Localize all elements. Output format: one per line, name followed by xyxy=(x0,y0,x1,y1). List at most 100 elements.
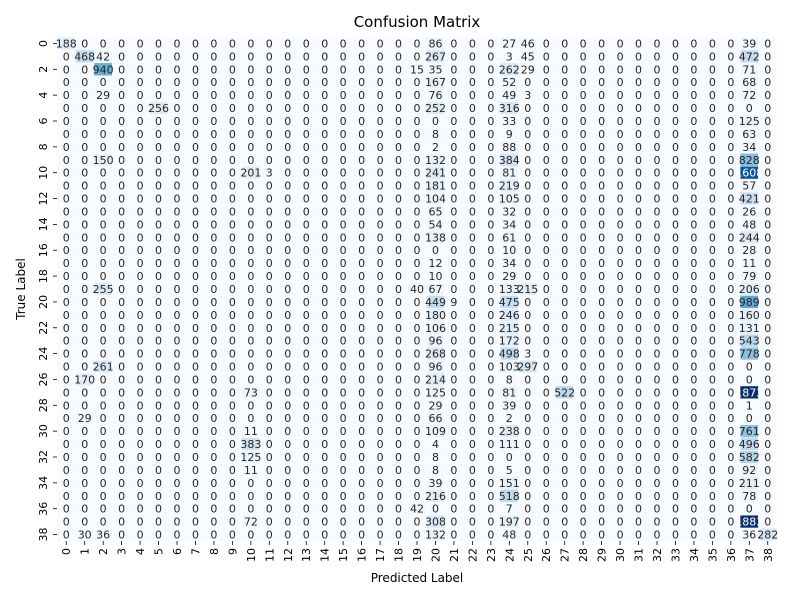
x-tick-label: 1 xyxy=(79,548,92,555)
heatmap-cell-label: 28 xyxy=(742,244,756,257)
heatmap-cell-label: 34 xyxy=(502,218,516,231)
heatmap-cell-label: 282 xyxy=(757,529,778,542)
heatmap-cell-label: 0 xyxy=(210,76,217,89)
heatmap-cell-label: 0 xyxy=(690,477,697,490)
heatmap-cell-label: 0 xyxy=(210,115,217,128)
heatmap-cell-label: 0 xyxy=(672,76,679,89)
heatmap-cell-label: 0 xyxy=(469,361,476,374)
heatmap-cell-label: 0 xyxy=(764,180,771,193)
heatmap-cell-label: 0 xyxy=(174,373,181,386)
heatmap-cell-label: 0 xyxy=(155,373,162,386)
heatmap-cell-label: 0 xyxy=(690,529,697,542)
heatmap-cell-label: 0 xyxy=(192,309,199,322)
heatmap-cell-label: 0 xyxy=(247,180,254,193)
heatmap-cell-label: 0 xyxy=(118,348,125,361)
heatmap-cell-label: 0 xyxy=(487,438,494,451)
heatmap-cell-label: 96 xyxy=(428,335,442,348)
heatmap-cell-label: 0 xyxy=(340,373,347,386)
heatmap-cell-label: 0 xyxy=(247,128,254,141)
heatmap-cell-label: 0 xyxy=(377,141,384,154)
heatmap-cell-label: 188 xyxy=(56,37,77,50)
heatmap-cell-label: 0 xyxy=(63,115,70,128)
heatmap-cell-label: 0 xyxy=(340,399,347,412)
heatmap-cell-label: 0 xyxy=(284,451,291,464)
heatmap-cell-label: 0 xyxy=(580,490,587,503)
heatmap-cell-label: 0 xyxy=(284,477,291,490)
heatmap-cell-label: 0 xyxy=(727,102,734,115)
heatmap-cell-label: 0 xyxy=(155,348,162,361)
heatmap-cell-label: 0 xyxy=(414,361,421,374)
heatmap-cell-label: 0 xyxy=(174,141,181,154)
heatmap-cell-label: 0 xyxy=(192,141,199,154)
heatmap-cell-label: 0 xyxy=(100,386,107,399)
heatmap-cell-label: 0 xyxy=(561,529,568,542)
x-tick-label: 2 xyxy=(97,548,110,555)
heatmap-cell-label: 0 xyxy=(321,218,328,231)
x-tick-label: 3 xyxy=(116,548,129,555)
heatmap-cell-label: 0 xyxy=(654,89,661,102)
heatmap-cell-label: 0 xyxy=(284,516,291,529)
x-axis-label: Predicted Label xyxy=(371,571,464,585)
heatmap-cell-label: 0 xyxy=(598,283,605,296)
heatmap-cell-label: 0 xyxy=(118,477,125,490)
heatmap-cell-label: 0 xyxy=(543,37,550,50)
heatmap-cell-label: 0 xyxy=(487,335,494,348)
heatmap-cell-label: 0 xyxy=(635,115,642,128)
heatmap-cell-label: 0 xyxy=(377,205,384,218)
heatmap-cell-label: 0 xyxy=(395,128,402,141)
heatmap-cell-label: 0 xyxy=(690,490,697,503)
heatmap-cell-label: 0 xyxy=(81,76,88,89)
heatmap-cell-label: 79 xyxy=(742,270,756,283)
heatmap-cell-label: 0 xyxy=(321,154,328,167)
heatmap-cell-label: 11 xyxy=(244,425,258,438)
heatmap-cell-label: 0 xyxy=(210,89,217,102)
heatmap-cell-label: 0 xyxy=(81,309,88,322)
heatmap-cell-label: 0 xyxy=(377,102,384,115)
heatmap-cell-label: 0 xyxy=(450,167,457,180)
heatmap-cell-label: 0 xyxy=(764,373,771,386)
heatmap-cell-label: 0 xyxy=(672,529,679,542)
heatmap-cell-label: 0 xyxy=(450,218,457,231)
heatmap-cell-label: 0 xyxy=(709,180,716,193)
heatmap-cell-label: 0 xyxy=(543,76,550,89)
heatmap-cell-label: 0 xyxy=(414,309,421,322)
heatmap-cell-label: 0 xyxy=(63,63,70,76)
heatmap-cell-label: 0 xyxy=(654,218,661,231)
heatmap-cell-label: 0 xyxy=(81,451,88,464)
heatmap-cell-label: 0 xyxy=(654,296,661,309)
heatmap-cell-label: 71 xyxy=(742,63,756,76)
heatmap-cell-label: 0 xyxy=(524,205,531,218)
heatmap-cell-label: 0 xyxy=(635,102,642,115)
heatmap-cell-label: 0 xyxy=(266,283,273,296)
heatmap-cell-label: 1873 xyxy=(735,386,763,399)
heatmap-cell-label: 0 xyxy=(654,154,661,167)
heatmap-cell-label: 0 xyxy=(266,322,273,335)
heatmap-cell-label: 0 xyxy=(561,503,568,516)
y-tick-label: 20 xyxy=(37,295,50,309)
heatmap-cell-label: 0 xyxy=(210,37,217,50)
heatmap-cell-label: 0 xyxy=(672,296,679,309)
heatmap-cell-label: 0 xyxy=(469,386,476,399)
heatmap-cell-label: 0 xyxy=(709,361,716,374)
heatmap-cell-label: 0 xyxy=(672,438,679,451)
heatmap-cell-label: 0 xyxy=(192,154,199,167)
heatmap-cell-label: 543 xyxy=(739,335,760,348)
x-tick-label: 12 xyxy=(282,548,295,562)
heatmap-cell-label: 0 xyxy=(543,231,550,244)
heatmap-cell-label: 0 xyxy=(321,231,328,244)
heatmap-cell-label: 0 xyxy=(690,503,697,516)
heatmap-cell-label: 0 xyxy=(450,193,457,206)
heatmap-cell-label: 0 xyxy=(284,399,291,412)
heatmap-cell-label: 0 xyxy=(617,63,624,76)
heatmap-cell-label: 0 xyxy=(210,154,217,167)
heatmap-cell-label: 0 xyxy=(469,89,476,102)
heatmap-cell-label: 0 xyxy=(654,477,661,490)
heatmap-cell-label: 0 xyxy=(469,37,476,50)
heatmap-cell-label: 0 xyxy=(266,335,273,348)
heatmap-cell-label: 0 xyxy=(764,322,771,335)
heatmap-cell-label: 0 xyxy=(81,141,88,154)
heatmap-cell-label: 0 xyxy=(118,399,125,412)
heatmap-cell-label: 0 xyxy=(266,218,273,231)
heatmap-cell-label: 0 xyxy=(635,516,642,529)
heatmap-cell-label: 0 xyxy=(266,180,273,193)
